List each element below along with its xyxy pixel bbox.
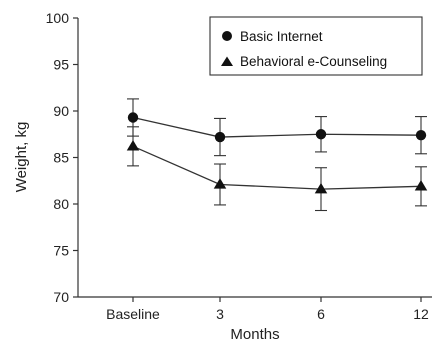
x-tick-label: 6 <box>317 306 325 322</box>
y-tick-label: 85 <box>53 150 69 166</box>
y-axis-title: Weight, kg <box>13 122 30 193</box>
legend-label-behavioral-e-counseling: Behavioral e-Counseling <box>240 54 387 69</box>
x-ticks: Baseline 3 6 12 <box>106 297 429 322</box>
series-line-basic-internet <box>132 116 422 138</box>
series-line-behavioral-e-counseling <box>132 145 422 190</box>
legend-box <box>209 16 423 76</box>
data-point-triangle <box>213 178 227 189</box>
x-axis-title: Months <box>230 326 279 343</box>
series-layer <box>126 98 428 212</box>
y-tick-label: 90 <box>53 103 69 119</box>
legend-label-basic-internet: Basic Internet <box>240 29 323 44</box>
data-point-circle <box>127 112 139 123</box>
legend-marker-behavioral-e-counseling <box>221 56 233 66</box>
y-tick-label: 70 <box>53 289 69 305</box>
y-tick-label: 95 <box>53 57 69 73</box>
legend: Basic Internet Behavioral e-Counseling <box>209 16 423 76</box>
x-tick-label: 12 <box>413 306 429 322</box>
series-basic-internet <box>127 98 427 157</box>
data-point-circle <box>415 129 427 141</box>
legend-marker-basic-internet <box>222 31 232 41</box>
data-point-circle <box>214 131 226 143</box>
data-point-triangle <box>314 182 328 194</box>
y-tick-label: 100 <box>46 10 70 26</box>
y-ticks: 70 75 80 85 90 95 100 <box>46 10 78 305</box>
x-tick-label: 3 <box>216 306 224 322</box>
y-tick-label: 75 <box>53 243 69 259</box>
y-tick-label: 80 <box>53 196 69 212</box>
data-point-circle <box>315 129 327 140</box>
data-point-triangle <box>414 180 428 191</box>
x-tick-label: Baseline <box>106 306 160 322</box>
data-point-triangle <box>126 140 140 151</box>
series-behavioral-e-counseling <box>126 126 428 212</box>
